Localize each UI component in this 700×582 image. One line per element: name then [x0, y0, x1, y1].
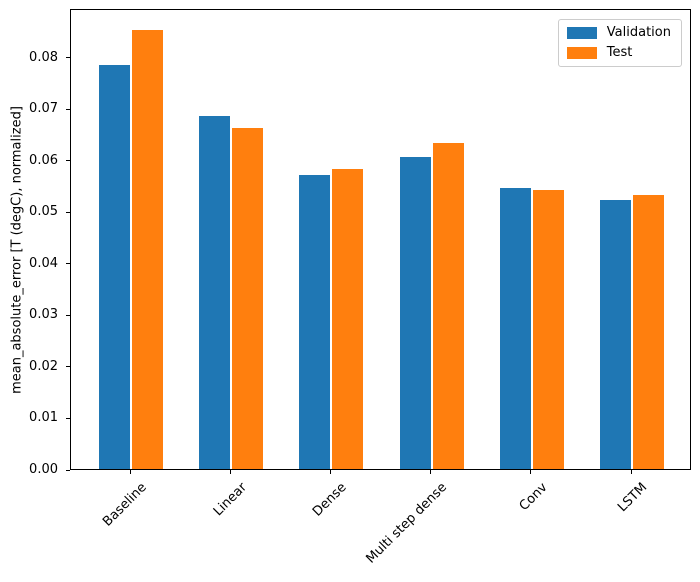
plot-area: Validation Test — [70, 9, 691, 470]
bar-test-lstm — [633, 194, 664, 469]
legend-item-validation: Validation — [566, 25, 671, 40]
x-tick-mark — [630, 470, 632, 474]
x-tick-mark — [329, 470, 331, 474]
x-tick-mark — [530, 470, 532, 474]
x-tick-mark — [129, 470, 131, 474]
x-tick-label-linear: Linear — [210, 480, 250, 520]
y-tick-mark — [66, 314, 70, 316]
bar-test-multi-step-dense — [432, 142, 464, 469]
x-tick-label-multi-step-dense: Multi step dense — [363, 480, 451, 567]
x-tick-label-conv: Conv — [516, 480, 551, 514]
legend: Validation Test — [557, 19, 682, 67]
x-tick-mark — [229, 470, 231, 474]
y-tick-mark — [66, 366, 70, 368]
bar-validation-lstm — [600, 200, 631, 469]
legend-label-test: Test — [606, 45, 633, 60]
x-tick-mark — [430, 470, 432, 474]
y-tick-label: 0.01 — [29, 410, 58, 426]
y-tick-mark — [66, 108, 70, 110]
x-tick-label-lstm: LSTM — [615, 480, 651, 516]
x-tick-label-dense: Dense — [310, 480, 351, 520]
y-tick-mark — [66, 160, 70, 162]
bar-validation-baseline — [99, 64, 130, 469]
bar-validation-dense — [299, 174, 331, 469]
y-tick-label: 0.05 — [29, 204, 58, 220]
y-tick-label: 0.02 — [29, 358, 58, 374]
legend-swatch-test — [566, 47, 597, 59]
bar-validation-linear — [199, 115, 231, 469]
y-tick-mark — [66, 57, 70, 59]
y-tick-label: 0.06 — [29, 152, 58, 168]
y-tick-mark — [66, 417, 70, 419]
bar-test-conv — [532, 189, 564, 469]
y-axis-label: mean_absolute_error [T (degC), normalize… — [9, 106, 25, 394]
legend-item-test: Test — [566, 45, 671, 60]
bar-validation-multi-step-dense — [399, 156, 431, 469]
y-tick-mark — [66, 469, 70, 471]
y-tick-label: 0.07 — [29, 101, 58, 117]
legend-label-validation: Validation — [606, 25, 671, 40]
bar-validation-conv — [499, 188, 531, 469]
y-tick-label: 0.04 — [29, 255, 58, 271]
bar-test-dense — [332, 168, 364, 469]
y-tick-mark — [66, 211, 70, 213]
bar-test-baseline — [132, 30, 163, 469]
y-tick-mark — [66, 263, 70, 265]
y-tick-label: 0.08 — [29, 49, 58, 65]
y-tick-label: 0.03 — [29, 307, 58, 323]
legend-swatch-validation — [566, 27, 597, 39]
bar-test-linear — [232, 127, 264, 469]
x-tick-label-baseline: Baseline — [100, 480, 150, 530]
y-tick-label: 0.00 — [29, 462, 58, 477]
